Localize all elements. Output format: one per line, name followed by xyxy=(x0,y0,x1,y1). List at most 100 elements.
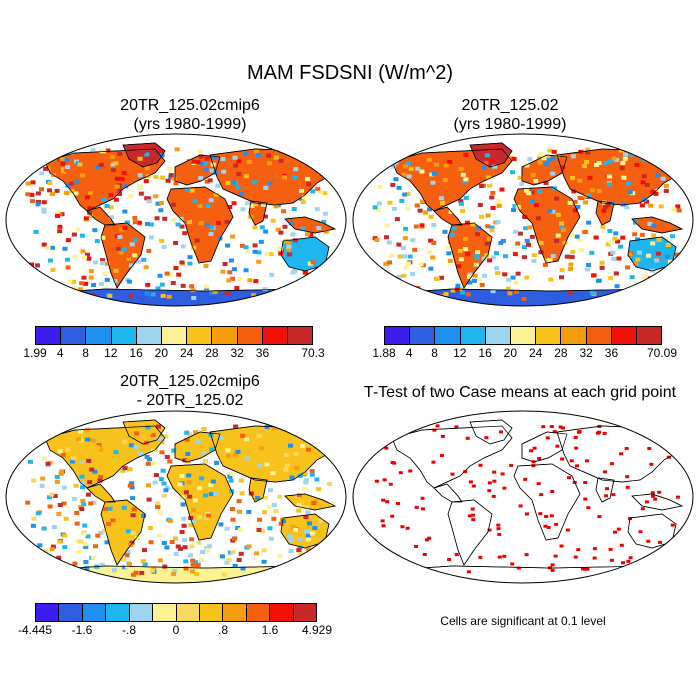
grid-cell xyxy=(137,173,143,178)
grid-cell xyxy=(100,258,106,263)
grid-cell xyxy=(230,276,236,281)
grid-cell xyxy=(182,538,188,543)
grid-cell xyxy=(550,209,556,214)
grid-cell xyxy=(145,461,151,466)
grid-cell xyxy=(496,203,502,208)
grid-cell xyxy=(396,274,402,279)
grid-cell xyxy=(427,207,433,212)
grid-cell xyxy=(158,208,164,213)
grid-cell xyxy=(603,161,609,166)
colorbar-tick-label: 70.3 xyxy=(301,346,325,360)
grid-cell xyxy=(122,466,128,471)
grid-cell xyxy=(143,179,149,184)
grid-cell xyxy=(64,168,70,173)
grid-cell xyxy=(308,232,314,237)
grid-cell xyxy=(286,241,292,246)
grid-cell xyxy=(637,250,643,255)
grid-cell xyxy=(527,157,533,162)
grid-cell xyxy=(640,180,646,185)
colorbar-swatch xyxy=(161,327,188,344)
grid-cell xyxy=(113,450,119,455)
grid-cell xyxy=(308,290,314,295)
grid-cell xyxy=(474,253,480,258)
grid-cell xyxy=(511,156,517,161)
grid-cell xyxy=(484,253,490,258)
grid-cell xyxy=(586,193,592,198)
grid-cell xyxy=(289,475,295,480)
grid-cell xyxy=(596,160,602,165)
grid-cell xyxy=(52,494,58,499)
grid-cell xyxy=(298,551,304,556)
grid-cell xyxy=(148,540,154,545)
grid-cell xyxy=(402,192,408,197)
grid-cell xyxy=(55,210,61,215)
grid-cell xyxy=(595,431,600,435)
grid-cell xyxy=(431,222,437,227)
grid-cell xyxy=(387,424,392,428)
grid-cell xyxy=(391,206,397,211)
grid-cell xyxy=(164,485,170,490)
grid-cell xyxy=(79,233,85,238)
grid-cell xyxy=(401,245,407,250)
grid-cell xyxy=(582,230,588,235)
grid-cell xyxy=(454,287,460,292)
grid-cell xyxy=(167,459,173,464)
grid-cell xyxy=(90,148,96,153)
grid-cell xyxy=(297,545,303,550)
grid-cell xyxy=(649,462,654,466)
grid-cell xyxy=(98,474,104,479)
grid-cell xyxy=(85,437,91,442)
grid-cell xyxy=(160,468,166,473)
grid-cell xyxy=(185,459,191,464)
grid-cell xyxy=(500,472,505,476)
grid-cell xyxy=(44,572,50,577)
grid-cell xyxy=(442,178,448,183)
grid-cell xyxy=(189,537,195,542)
colorbar-tick-label: 0 xyxy=(172,623,180,637)
grid-cell xyxy=(192,198,198,203)
grid-cell xyxy=(317,519,323,524)
grid-cell xyxy=(54,479,60,484)
grid-cell xyxy=(115,246,121,251)
grid-cell xyxy=(275,227,281,232)
grid-cell xyxy=(533,203,539,208)
grid-cell xyxy=(92,228,98,233)
grid-cell xyxy=(195,472,201,477)
grid-cell xyxy=(173,552,179,557)
grid-cell xyxy=(224,291,230,296)
grid-cell xyxy=(132,253,138,258)
grid-cell xyxy=(304,505,310,510)
grid-cell xyxy=(194,572,200,577)
grid-cell xyxy=(253,279,259,284)
grid-cell xyxy=(481,165,487,170)
coastline xyxy=(122,419,166,445)
grid-cell xyxy=(393,177,399,182)
grid-cell xyxy=(198,176,204,181)
colorbar-swatch xyxy=(199,604,224,621)
grid-cell xyxy=(672,164,678,169)
grid-cell xyxy=(313,554,319,559)
grid-cell xyxy=(310,260,316,265)
grid-cell xyxy=(515,271,521,276)
grid-cell xyxy=(200,550,206,555)
grid-cell xyxy=(253,149,259,154)
grid-cell xyxy=(162,564,168,569)
grid-cell xyxy=(550,171,556,176)
grid-cell xyxy=(646,253,652,258)
grid-cell xyxy=(41,456,47,461)
grid-cell xyxy=(231,201,237,206)
grid-cell xyxy=(606,182,612,187)
grid-cell xyxy=(47,504,53,509)
grid-cell xyxy=(27,169,33,174)
grid-cell xyxy=(141,548,147,553)
grid-cell xyxy=(161,481,167,486)
grid-cell xyxy=(216,221,222,226)
grid-cell xyxy=(228,258,234,263)
grid-cell xyxy=(41,200,47,205)
grid-cell xyxy=(202,161,208,166)
grid-cell xyxy=(278,246,284,251)
grid-cell xyxy=(466,274,472,279)
grid-cell xyxy=(120,468,126,473)
grid-cell xyxy=(374,479,379,483)
grid-cell xyxy=(79,173,85,178)
